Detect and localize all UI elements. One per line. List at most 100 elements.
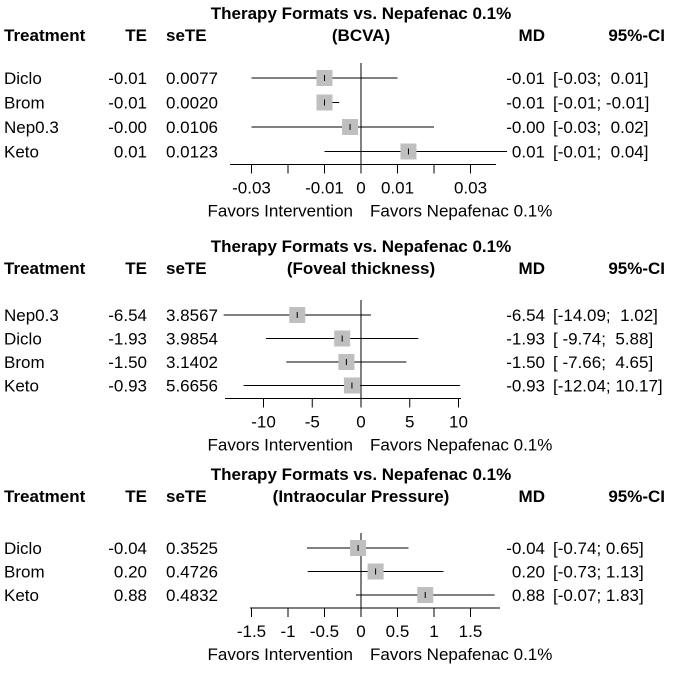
row-ci: [ -7.66; 4.65] [553,353,653,372]
header-ci: 95%-CI [608,259,665,278]
row-ci: [-0.07; 1.83] [553,586,644,605]
favors-intervention-label: Favors Intervention [207,645,353,664]
row-treatment: Diclo [4,330,42,349]
header-md: MD [519,259,545,278]
header-te: TE [125,26,147,45]
favors-nepafenac-label: Favors Nepafenac 0.1% [370,202,552,221]
row-md: -0.01 [506,69,545,88]
row-md: -0.00 [506,118,545,137]
row-te: -6.54 [108,306,147,325]
favors-intervention-label: Favors Intervention [207,202,353,221]
outcome-label: (BCVA) [332,26,390,45]
favors-intervention-label: Favors Intervention [207,436,353,455]
outcome-label: (Intraocular Pressure) [273,487,450,506]
row-ci: [-12.04; 10.17] [553,377,663,396]
panel-title: Therapy Formats vs. Nepafenac 0.1% [211,4,511,23]
row-ci: [-0.01; -0.01] [553,94,649,113]
header-te: TE [125,259,147,278]
row-md: -0.04 [506,539,545,558]
row-md: 0.01 [512,143,545,162]
x-tick-label: -10 [251,413,276,432]
header-sete: seTE [166,26,207,45]
row-treatment: Nep0.3 [4,306,59,325]
row-md: -0.01 [506,94,545,113]
row-ci: [-0.74; 0.65] [553,539,644,558]
row-treatment: Keto [4,586,39,605]
row-treatment: Diclo [4,539,42,558]
x-tick-label: -1 [280,622,295,641]
header-treatment: Treatment [4,487,86,506]
forest-panel-2: Therapy Formats vs. Nepafenac 0.1% (Fovea… [4,237,665,455]
row-treatment: Nep0.3 [4,118,59,137]
row-sete: 0.4726 [166,563,218,582]
row-md: -1.50 [506,353,545,372]
outcome-label: (Foveal thickness) [287,259,435,278]
header-sete: seTE [166,259,207,278]
row-ci: [-0.73; 1.13] [553,563,644,582]
x-tick-label: 0.5 [386,622,410,641]
x-tick-label: 0 [356,622,365,641]
row-te: -1.50 [108,353,147,372]
row-te: 0.88 [114,586,147,605]
header-md: MD [519,487,545,506]
row-ci: [-0.01; 0.04] [553,143,648,162]
row-te: -0.01 [108,69,147,88]
row-ci: [-0.03; 0.01] [553,69,648,88]
x-tick-label: 0.03 [454,179,487,198]
row-te: 0.01 [114,143,147,162]
x-tick-label: 5 [405,413,414,432]
forest-panel-1: Therapy Formats vs. Nepafenac 0.1% (BCVA)… [4,4,665,221]
row-te: -0.00 [108,118,147,137]
row-treatment: Brom [4,563,45,582]
header-te: TE [125,487,147,506]
header-md: MD [519,26,545,45]
row-ci: [-14.09; 1.02] [553,306,658,325]
row-treatment: Diclo [4,69,42,88]
row-te: -0.04 [108,539,147,558]
row-te: -1.93 [108,330,147,349]
row-sete: 0.0020 [166,94,218,113]
row-sete: 0.3525 [166,539,218,558]
x-tick-label: -1.5 [237,622,266,641]
row-sete: 3.1402 [166,353,218,372]
x-tick-label: -0.5 [310,622,339,641]
row-md: -6.54 [506,306,545,325]
row-treatment: Brom [4,94,45,113]
header-ci: 95%-CI [608,487,665,506]
x-tick-label: 0 [356,413,365,432]
row-md: -0.93 [506,377,545,396]
row-ci: [-0.03; 0.02] [553,118,648,137]
x-tick-label: 10 [449,413,468,432]
row-md: 0.88 [512,586,545,605]
row-ci: [ -9.74; 5.88] [553,330,653,349]
x-tick-label: 0 [356,179,365,198]
row-md: -1.93 [506,330,545,349]
row-sete: 0.0077 [166,69,218,88]
row-sete: 0.0123 [166,143,218,162]
panel-title: Therapy Formats vs. Nepafenac 0.1% [211,465,511,484]
x-tick-label: -5 [305,413,320,432]
row-sete: 5.6656 [166,377,218,396]
header-treatment: Treatment [4,26,86,45]
row-te: -0.01 [108,94,147,113]
row-te: 0.20 [114,563,147,582]
header-treatment: Treatment [4,259,86,278]
x-tick-label: 0.01 [381,179,414,198]
row-te: -0.93 [108,377,147,396]
header-ci: 95%-CI [608,26,665,45]
favors-nepafenac-label: Favors Nepafenac 0.1% [370,436,552,455]
x-tick-label: -0.03 [232,179,271,198]
row-sete: 0.0106 [166,118,218,137]
panel-title: Therapy Formats vs. Nepafenac 0.1% [211,237,511,256]
row-treatment: Keto [4,143,39,162]
row-treatment: Brom [4,353,45,372]
x-tick-label: 1 [429,622,438,641]
row-treatment: Keto [4,377,39,396]
x-tick-label: 1.5 [459,622,483,641]
row-sete: 0.4832 [166,586,218,605]
x-tick-label: -0.01 [305,179,344,198]
header-sete: seTE [166,487,207,506]
row-sete: 3.8567 [166,306,218,325]
row-md: 0.20 [512,563,545,582]
